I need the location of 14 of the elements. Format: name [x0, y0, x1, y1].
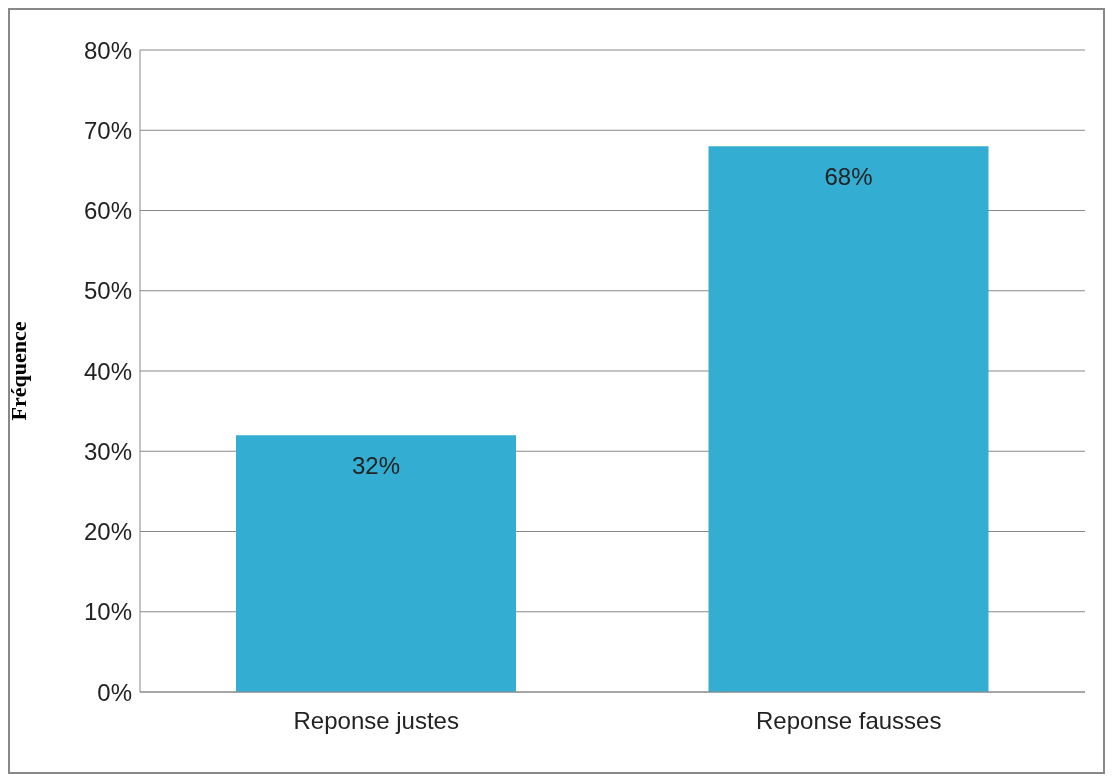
y-tick-label: 70% — [83, 116, 132, 144]
y-tick-label: 60% — [83, 197, 132, 225]
y-tick-label: 50% — [83, 277, 132, 305]
y-tick-label: 10% — [83, 598, 132, 626]
data-label: 68% — [824, 163, 873, 191]
x-tick-label: Reponse fausses — [756, 707, 942, 735]
y-tick-label: 20% — [83, 518, 132, 546]
y-tick-label: 30% — [83, 437, 132, 465]
y-tick-label: 0% — [97, 678, 132, 706]
data-label: 32% — [351, 452, 401, 480]
y-tick-label: 80% — [83, 36, 132, 64]
y-tick-label: 40% — [83, 357, 132, 385]
x-tick-label: Reponse justes — [293, 707, 459, 735]
y-axis-title: Fréquence — [5, 321, 31, 421]
